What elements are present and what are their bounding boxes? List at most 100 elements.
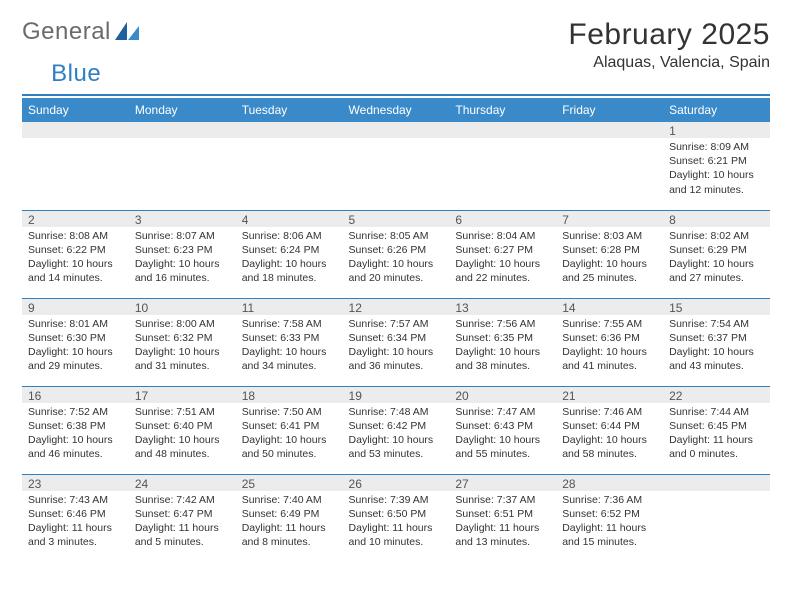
day-details: Sunrise: 8:03 AMSunset: 6:28 PMDaylight:… <box>556 227 663 290</box>
detail-line: Sunrise: 8:08 AM <box>28 229 123 243</box>
day-number <box>663 475 770 491</box>
detail-line: Sunrise: 7:37 AM <box>455 493 550 507</box>
detail-line: Sunrise: 7:58 AM <box>242 317 337 331</box>
col-thursday: Thursday <box>449 98 556 122</box>
calendar-cell <box>663 474 770 562</box>
calendar-cell: 1Sunrise: 8:09 AMSunset: 6:21 PMDaylight… <box>663 122 770 210</box>
detail-line: Sunset: 6:40 PM <box>135 419 230 433</box>
day-number: 15 <box>663 299 770 315</box>
day-details: Sunrise: 8:04 AMSunset: 6:27 PMDaylight:… <box>449 227 556 290</box>
detail-line: Sunset: 6:33 PM <box>242 331 337 345</box>
calendar-table: Sunday Monday Tuesday Wednesday Thursday… <box>22 98 770 562</box>
calendar-cell <box>449 122 556 210</box>
day-number: 17 <box>129 387 236 403</box>
calendar-cell: 11Sunrise: 7:58 AMSunset: 6:33 PMDayligh… <box>236 298 343 386</box>
detail-line: Sunset: 6:36 PM <box>562 331 657 345</box>
detail-line: Daylight: 10 hours and 16 minutes. <box>135 257 230 285</box>
calendar-cell <box>129 122 236 210</box>
day-number: 5 <box>343 211 450 227</box>
day-number: 8 <box>663 211 770 227</box>
calendar-cell: 3Sunrise: 8:07 AMSunset: 6:23 PMDaylight… <box>129 210 236 298</box>
detail-line: Sunset: 6:30 PM <box>28 331 123 345</box>
detail-line: Sunset: 6:45 PM <box>669 419 764 433</box>
detail-line: Sunrise: 8:06 AM <box>242 229 337 243</box>
day-details: Sunrise: 8:00 AMSunset: 6:32 PMDaylight:… <box>129 315 236 378</box>
calendar-cell: 28Sunrise: 7:36 AMSunset: 6:52 PMDayligh… <box>556 474 663 562</box>
day-details: Sunrise: 7:36 AMSunset: 6:52 PMDaylight:… <box>556 491 663 554</box>
day-details: Sunrise: 7:46 AMSunset: 6:44 PMDaylight:… <box>556 403 663 466</box>
brand-word-1: General <box>22 18 111 46</box>
day-details <box>663 491 770 497</box>
detail-line: Sunset: 6:37 PM <box>669 331 764 345</box>
detail-line: Sunrise: 8:00 AM <box>135 317 230 331</box>
detail-line: Sunrise: 7:48 AM <box>349 405 444 419</box>
detail-line: Sunset: 6:32 PM <box>135 331 230 345</box>
detail-line: Daylight: 11 hours and 0 minutes. <box>669 433 764 461</box>
calendar-cell: 6Sunrise: 8:04 AMSunset: 6:27 PMDaylight… <box>449 210 556 298</box>
day-number <box>343 122 450 138</box>
col-saturday: Saturday <box>663 98 770 122</box>
day-number: 7 <box>556 211 663 227</box>
calendar-cell: 9Sunrise: 8:01 AMSunset: 6:30 PMDaylight… <box>22 298 129 386</box>
detail-line: Sunrise: 7:54 AM <box>669 317 764 331</box>
detail-line: Daylight: 10 hours and 25 minutes. <box>562 257 657 285</box>
day-details: Sunrise: 7:37 AMSunset: 6:51 PMDaylight:… <box>449 491 556 554</box>
detail-line: Sunrise: 7:52 AM <box>28 405 123 419</box>
detail-line: Daylight: 10 hours and 22 minutes. <box>455 257 550 285</box>
col-wednesday: Wednesday <box>343 98 450 122</box>
detail-line: Daylight: 10 hours and 34 minutes. <box>242 345 337 373</box>
day-details <box>22 138 129 144</box>
calendar-cell: 13Sunrise: 7:56 AMSunset: 6:35 PMDayligh… <box>449 298 556 386</box>
day-details: Sunrise: 7:42 AMSunset: 6:47 PMDaylight:… <box>129 491 236 554</box>
day-number <box>129 122 236 138</box>
day-details: Sunrise: 8:05 AMSunset: 6:26 PMDaylight:… <box>343 227 450 290</box>
day-number: 9 <box>22 299 129 315</box>
detail-line: Daylight: 10 hours and 55 minutes. <box>455 433 550 461</box>
detail-line: Daylight: 10 hours and 50 minutes. <box>242 433 337 461</box>
calendar-row: 1Sunrise: 8:09 AMSunset: 6:21 PMDaylight… <box>22 122 770 210</box>
detail-line: Sunrise: 7:55 AM <box>562 317 657 331</box>
calendar-cell: 22Sunrise: 7:44 AMSunset: 6:45 PMDayligh… <box>663 386 770 474</box>
calendar-cell: 20Sunrise: 7:47 AMSunset: 6:43 PMDayligh… <box>449 386 556 474</box>
detail-line: Sunset: 6:29 PM <box>669 243 764 257</box>
day-number: 6 <box>449 211 556 227</box>
detail-line: Daylight: 10 hours and 41 minutes. <box>562 345 657 373</box>
detail-line: Daylight: 10 hours and 53 minutes. <box>349 433 444 461</box>
sail-icon <box>113 20 141 42</box>
day-number: 2 <box>22 211 129 227</box>
detail-line: Daylight: 10 hours and 43 minutes. <box>669 345 764 373</box>
day-number: 4 <box>236 211 343 227</box>
detail-line: Sunset: 6:27 PM <box>455 243 550 257</box>
calendar-document: General February 2025 Alaquas, Valencia,… <box>0 0 792 562</box>
day-number: 14 <box>556 299 663 315</box>
detail-line: Sunset: 6:23 PM <box>135 243 230 257</box>
brand-word-2: Blue <box>51 60 101 88</box>
calendar-row: 23Sunrise: 7:43 AMSunset: 6:46 PMDayligh… <box>22 474 770 562</box>
calendar-cell: 26Sunrise: 7:39 AMSunset: 6:50 PMDayligh… <box>343 474 450 562</box>
detail-line: Sunrise: 7:47 AM <box>455 405 550 419</box>
detail-line: Sunrise: 7:57 AM <box>349 317 444 331</box>
detail-line: Daylight: 11 hours and 15 minutes. <box>562 521 657 549</box>
detail-line: Sunset: 6:46 PM <box>28 507 123 521</box>
detail-line: Sunrise: 7:46 AM <box>562 405 657 419</box>
calendar-row: 16Sunrise: 7:52 AMSunset: 6:38 PMDayligh… <box>22 386 770 474</box>
detail-line: Sunrise: 7:51 AM <box>135 405 230 419</box>
calendar-cell: 8Sunrise: 8:02 AMSunset: 6:29 PMDaylight… <box>663 210 770 298</box>
detail-line: Sunrise: 8:07 AM <box>135 229 230 243</box>
calendar-cell: 2Sunrise: 8:08 AMSunset: 6:22 PMDaylight… <box>22 210 129 298</box>
day-details: Sunrise: 7:52 AMSunset: 6:38 PMDaylight:… <box>22 403 129 466</box>
detail-line: Sunrise: 8:03 AM <box>562 229 657 243</box>
day-details <box>236 138 343 144</box>
detail-line: Sunset: 6:26 PM <box>349 243 444 257</box>
col-monday: Monday <box>129 98 236 122</box>
detail-line: Daylight: 10 hours and 18 minutes. <box>242 257 337 285</box>
detail-line: Sunset: 6:52 PM <box>562 507 657 521</box>
detail-line: Sunset: 6:34 PM <box>349 331 444 345</box>
day-details: Sunrise: 7:54 AMSunset: 6:37 PMDaylight:… <box>663 315 770 378</box>
day-details: Sunrise: 7:50 AMSunset: 6:41 PMDaylight:… <box>236 403 343 466</box>
day-number: 10 <box>129 299 236 315</box>
day-number: 27 <box>449 475 556 491</box>
calendar-cell: 15Sunrise: 7:54 AMSunset: 6:37 PMDayligh… <box>663 298 770 386</box>
calendar-cell: 23Sunrise: 7:43 AMSunset: 6:46 PMDayligh… <box>22 474 129 562</box>
calendar-cell: 19Sunrise: 7:48 AMSunset: 6:42 PMDayligh… <box>343 386 450 474</box>
